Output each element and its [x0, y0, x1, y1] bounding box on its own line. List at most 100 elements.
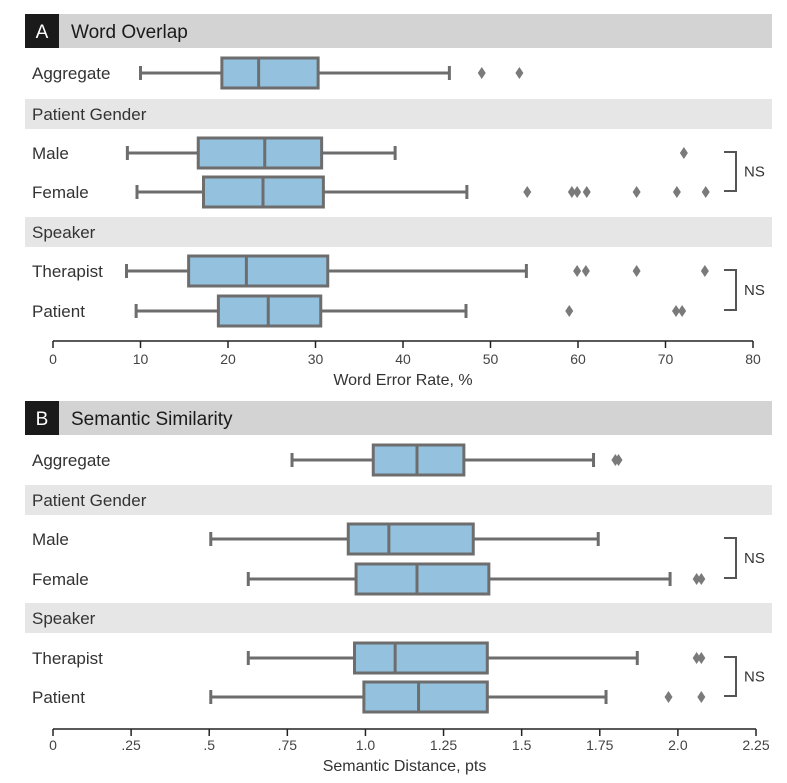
x-tick-label: 80 [745, 351, 761, 367]
row-label: Female [32, 570, 89, 589]
x-tick-label: 1.75 [586, 737, 613, 753]
box-row: Patient [32, 680, 706, 714]
x-tick-label: 0 [49, 737, 57, 753]
outlier-point [692, 573, 701, 585]
x-tick-label: 30 [308, 351, 324, 367]
outlier-point [664, 691, 673, 703]
group-header-bar [25, 603, 772, 633]
row-label: Male [32, 144, 69, 163]
box-row: Female [32, 175, 710, 209]
iqr-box [353, 641, 489, 675]
outlier-point [582, 186, 591, 198]
outlier-point [700, 265, 709, 277]
outlier-point [632, 265, 641, 277]
row-label: Patient [32, 688, 85, 707]
x-tick-label: 0 [49, 351, 57, 367]
outlier-point [573, 186, 582, 198]
significance-bracket [724, 537, 737, 579]
group-header-bar [25, 99, 772, 129]
panel-title: Word Overlap [71, 22, 188, 43]
outlier-point [672, 305, 680, 317]
x-tick-label: .5 [203, 737, 215, 753]
x-tick-label: 70 [658, 351, 674, 367]
significance-label: NS [744, 669, 765, 686]
x-tick-label: 10 [133, 351, 149, 367]
x-tick-label: 2.0 [668, 737, 688, 753]
group-header-bar [25, 217, 772, 247]
outlier-point [567, 186, 576, 198]
panel-badge [25, 14, 59, 48]
outlier-point [701, 186, 710, 198]
x-axis-label: Word Error Rate, % [333, 372, 472, 389]
panel-title: Semantic Similarity [71, 409, 233, 430]
group-header-bar [25, 485, 772, 515]
outlier-point [692, 652, 701, 664]
outlier-point [523, 186, 532, 198]
row-label: Aggregate [32, 451, 110, 470]
iqr-box [187, 254, 330, 288]
row-label: Aggregate [32, 64, 110, 83]
iqr-box [371, 443, 466, 477]
panel-a: A Word Overlap Aggregate Patient Gender Male… [25, 14, 772, 389]
outlier-point [678, 305, 687, 317]
outlier-point [581, 265, 590, 277]
significance-bracket [724, 269, 737, 311]
x-tick-label: 1.25 [430, 737, 457, 753]
box-row: Male [32, 136, 688, 170]
row-label: Female [32, 183, 89, 202]
panel-title-bar [25, 14, 772, 48]
iqr-box [346, 522, 475, 556]
panel-badge-label: A [36, 22, 49, 43]
row-label: Therapist [32, 649, 103, 668]
box-row: Therapist [32, 254, 709, 288]
row-label: Patient [32, 302, 85, 321]
outlier-point [672, 186, 681, 198]
group-header-label: Patient Gender [32, 105, 147, 124]
group-header-label: Speaker [32, 609, 96, 628]
outlier-point [697, 573, 706, 585]
box-row: Patient [32, 294, 687, 328]
outlier-point [632, 186, 641, 198]
outlier-point [565, 305, 574, 317]
group-header-label: Speaker [32, 223, 96, 242]
box-row: Therapist [32, 641, 706, 675]
outlier-point [614, 454, 623, 466]
x-tick-label: 60 [570, 351, 586, 367]
significance-label: NS [744, 550, 765, 567]
panel-b: B Semantic Similarity Aggregate Patient Gen… [25, 401, 772, 775]
x-axis-label: Semantic Distance, pts [323, 758, 487, 775]
iqr-box [354, 562, 491, 596]
iqr-box [362, 680, 489, 714]
panel-badge [25, 401, 59, 435]
box-row: Female [32, 562, 706, 596]
box-row: Male [32, 522, 600, 556]
outlier-point [573, 265, 582, 277]
x-tick-label: .75 [278, 737, 298, 753]
outlier-point [515, 67, 524, 79]
significance-label: NS [744, 282, 765, 299]
panel-badge-label: B [36, 409, 49, 430]
outlier-point [697, 652, 706, 664]
panel-title-bar [25, 401, 772, 435]
iqr-box [220, 56, 320, 90]
x-tick-label: 40 [395, 351, 411, 367]
x-tick-label: .25 [121, 737, 141, 753]
row-label: Therapist [32, 262, 103, 281]
x-tick-label: 1.5 [512, 737, 532, 753]
significance-bracket [724, 656, 737, 697]
outlier-point [679, 147, 688, 159]
group-header-label: Patient Gender [32, 491, 147, 510]
x-tick-label: 2.25 [742, 737, 769, 753]
box-row: Aggregate [32, 56, 524, 90]
x-tick-label: 1.0 [356, 737, 376, 753]
outlier-point [477, 67, 486, 79]
iqr-box [196, 136, 324, 170]
significance-label: NS [744, 164, 765, 181]
box-row: Aggregate [32, 443, 623, 477]
row-label: Male [32, 530, 69, 549]
significance-bracket [724, 151, 737, 192]
x-tick-label: 50 [483, 351, 499, 367]
outlier-point [697, 691, 706, 703]
